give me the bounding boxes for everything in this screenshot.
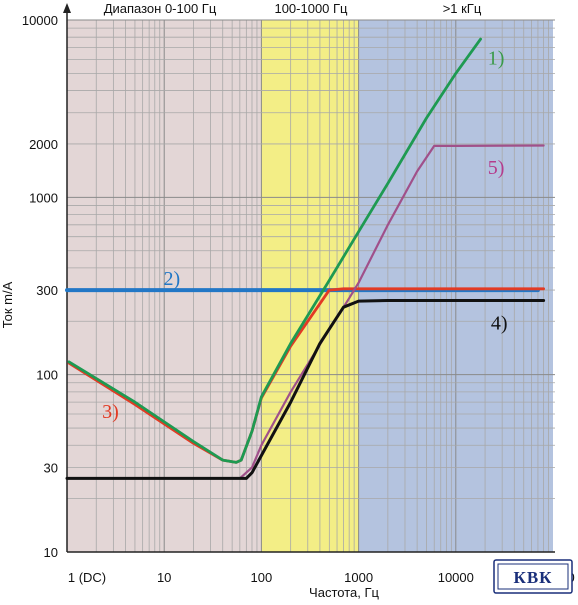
y-tick-label: 10000 xyxy=(22,13,58,28)
y-tick-label: 30 xyxy=(44,460,58,475)
x-tick-label: 1 (DC) xyxy=(68,570,106,585)
series-line-4 xyxy=(65,299,546,480)
range-label-1: 100-1000 Гц xyxy=(274,1,348,16)
series-label-1: 1) xyxy=(488,48,505,70)
x-axis-title: Частота, Гц xyxy=(309,585,379,600)
series-lines xyxy=(65,37,546,480)
series-labels: 1) 2) 3) 4) 5) xyxy=(102,48,507,423)
series-label-5: 5) xyxy=(488,157,505,179)
logo: КВК xyxy=(493,559,573,594)
y-tick-label: 300 xyxy=(36,283,58,298)
y-axis-arrow xyxy=(63,3,71,13)
series-line-5 xyxy=(238,144,545,480)
x-tick-label: 10 xyxy=(157,570,171,585)
series-label-4: 4) xyxy=(491,312,508,334)
x-tick-label: 1000 xyxy=(344,570,373,585)
y-tick-label: 1000 xyxy=(29,190,58,205)
range-band-1 xyxy=(261,20,359,552)
series-label-3: 3) xyxy=(102,401,119,423)
y-tick-label: 10 xyxy=(44,545,58,560)
series-line-1 xyxy=(67,37,483,464)
logo-inner-frame xyxy=(497,563,569,590)
range-labels: Диапазон 0-100 Гц 100-1000 Гц >1 кГц xyxy=(104,1,482,16)
logo-frame xyxy=(493,559,573,594)
grid xyxy=(66,19,555,553)
y-tick-label: 2000 xyxy=(29,137,58,152)
frequency-ranges xyxy=(67,20,553,552)
y-tick-label: 100 xyxy=(36,368,58,383)
x-tick-label: 10000 xyxy=(438,570,474,585)
axes xyxy=(63,3,555,553)
range-label-0: Диапазон 0-100 Гц xyxy=(104,1,217,16)
range-label-2: >1 кГц xyxy=(443,1,482,16)
series-label-2: 2) xyxy=(164,268,181,290)
logo-text: КВК xyxy=(514,568,553,587)
x-tick-label: 100 xyxy=(251,570,273,585)
y-axis-title: Ток m/A xyxy=(0,281,15,328)
